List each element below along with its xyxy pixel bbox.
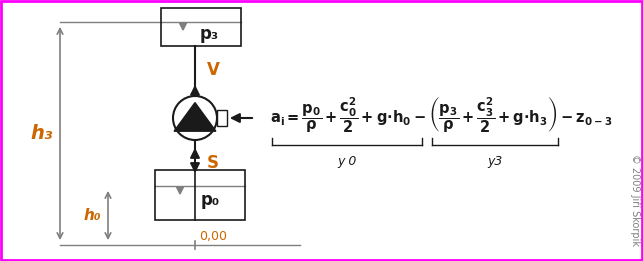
Text: 0,00: 0,00 — [199, 230, 227, 243]
Polygon shape — [176, 187, 183, 194]
Bar — [155, 170, 245, 220]
Text: $\mathbf{a_i=\dfrac{p_0}{\rho}+\dfrac{c_0^2}{2}+g{\cdot}h_0-\left(\dfrac{p_3}{\r: $\mathbf{a_i=\dfrac{p_0}{\rho}+\dfrac{c_… — [270, 95, 612, 135]
Bar — [161, 8, 241, 46]
Text: V: V — [207, 61, 220, 79]
Text: y3: y3 — [487, 155, 503, 168]
Text: S: S — [207, 154, 219, 172]
Polygon shape — [179, 23, 186, 30]
Polygon shape — [174, 103, 216, 131]
Text: y 0: y 0 — [338, 155, 357, 168]
Text: h₀: h₀ — [83, 208, 101, 223]
Circle shape — [173, 96, 217, 140]
Bar — [217, 110, 227, 126]
Text: p₃: p₃ — [199, 25, 219, 43]
Text: p₀: p₀ — [201, 191, 219, 209]
Text: h₃: h₃ — [31, 124, 53, 143]
Text: © 2009 Jiří Škorpik: © 2009 Jiří Škorpik — [630, 154, 642, 246]
